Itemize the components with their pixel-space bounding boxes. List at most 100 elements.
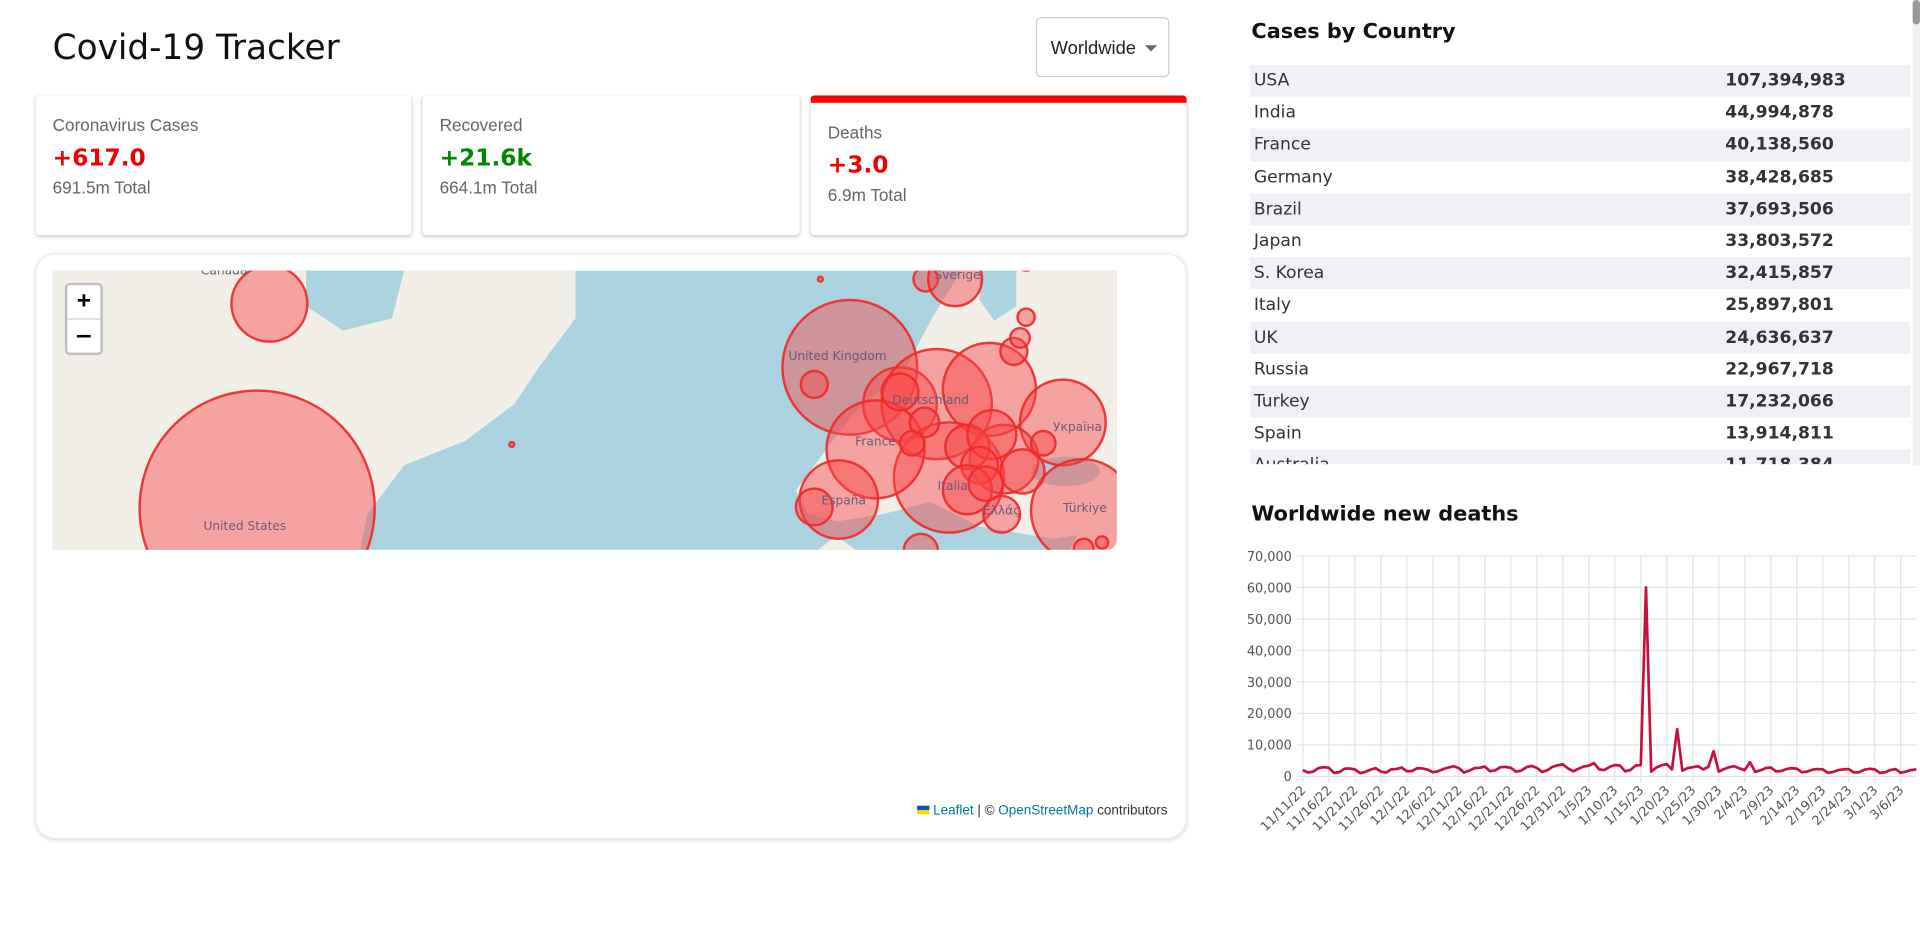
zoom-control: + − — [64, 282, 103, 356]
case-circle — [1043, 676, 1058, 691]
leaflet-link[interactable]: Leaflet — [933, 803, 974, 818]
map-label: Nigeria — [892, 710, 936, 724]
attribution: Leaflet | © OpenStreetMap contributors — [912, 802, 1170, 821]
country-name: France — [1253, 135, 1311, 155]
case-circle — [759, 691, 766, 698]
country-name: Brazil — [1253, 199, 1302, 219]
map-label: España — [821, 493, 866, 507]
country-cases: 11,718,384 — [1725, 456, 1833, 464]
attribution-suffix: contributors — [1097, 803, 1168, 818]
y-tick-label: 70,000 — [1247, 550, 1292, 565]
dropdown-arrow — [1144, 45, 1158, 52]
map-label: Tchad — [961, 670, 997, 684]
case-circle — [1093, 719, 1110, 736]
stat-title: Deaths — [827, 122, 883, 143]
case-circle — [380, 720, 444, 784]
y-tick-label: 10,000 — [1247, 739, 1292, 754]
case-circle — [1060, 767, 1070, 777]
case-circle — [1120, 471, 1152, 503]
y-tick-label: 40,000 — [1247, 644, 1292, 659]
case-circle — [819, 552, 846, 579]
stat-card[interactable]: Coronavirus Cases +617.0 691.5m Total — [35, 95, 412, 236]
stat-total: 664.1m Total — [439, 177, 538, 198]
map-label: Italia — [938, 479, 968, 493]
zoom-in[interactable]: + — [67, 285, 101, 320]
case-circle — [471, 664, 478, 671]
table-row: UK 24,636,637 — [1250, 321, 1911, 354]
map-label: Maroc — [777, 567, 814, 581]
y-tick-label: 20,000 — [1247, 707, 1292, 722]
stat-card[interactable]: Deaths +3.0 6.9m Total — [810, 95, 1187, 236]
map-label: Mali — [847, 655, 872, 669]
map[interactable]: Canada United States México Colombia United … — [52, 270, 1170, 821]
zoom-out[interactable]: − — [74, 323, 94, 349]
stat-total: 691.5m Total — [52, 177, 151, 198]
map-label: United States — [203, 519, 286, 533]
case-circle — [1151, 490, 1169, 510]
osm-link[interactable]: OpenStreetMap — [998, 803, 1094, 818]
chart-title: Worldwide new deaths — [1251, 502, 1519, 527]
case-circle — [944, 423, 991, 471]
scrollbar[interactable] — [1912, 0, 1920, 466]
map-label: Niger — [911, 655, 945, 669]
map-label: Colombia — [381, 741, 439, 755]
case-circle — [908, 406, 941, 439]
case-circle — [771, 686, 781, 696]
case-circle — [138, 389, 376, 550]
cases-table: USA 107,394,983 India 44,994,878 France 40,13… — [1250, 64, 1911, 465]
death-line — [1302, 586, 1917, 775]
case-circle — [1136, 492, 1156, 512]
case-circle — [373, 656, 385, 668]
case-circle — [816, 275, 825, 283]
stat-value: +3.0 — [827, 151, 889, 179]
case-circle — [898, 429, 926, 457]
map-label: République — [937, 747, 1006, 761]
case-circle — [1018, 378, 1107, 467]
case-circle — [1072, 537, 1095, 550]
stat-card[interactable]: Recovered +21.6k 664.1m Total — [422, 95, 800, 236]
case-circle — [1016, 307, 1036, 327]
map-label: Canada — [201, 271, 248, 278]
case-circle — [329, 705, 346, 722]
dropdown-value: Worldwide — [1050, 37, 1137, 59]
case-circle — [475, 686, 487, 698]
case-circle — [835, 666, 842, 673]
table-row: Germany 38,428,685 — [1250, 161, 1910, 193]
case-circle — [794, 487, 834, 527]
y-tick-label: 30,000 — [1247, 676, 1292, 691]
flag-icon — [917, 805, 930, 815]
case-circle — [912, 270, 940, 293]
case-circle — [174, 576, 279, 681]
app-title: Covid-19 Tracker — [52, 26, 340, 68]
case-circle — [862, 774, 867, 779]
case-circle — [355, 713, 372, 730]
case-circle — [449, 762, 591, 821]
case-circle — [457, 561, 462, 566]
stat-value: +21.6k — [439, 144, 532, 172]
case-circle — [476, 702, 488, 714]
country-name: Germany — [1253, 167, 1333, 187]
case-circle — [508, 440, 516, 449]
y-tick-label: 0 — [1284, 770, 1292, 785]
case-circle — [1136, 609, 1153, 626]
case-circle — [1008, 326, 1032, 349]
case-circle — [1094, 535, 1110, 550]
case-circle — [874, 588, 889, 603]
case-circle — [849, 725, 856, 732]
case-circle — [315, 673, 332, 690]
country-name: Japan — [1253, 231, 1302, 251]
table-row: India 44,994,878 — [1250, 97, 1910, 129]
map-label: Deutschland — [892, 393, 969, 407]
table-row: Japan 33,803,572 — [1250, 225, 1910, 257]
map-card — [35, 253, 1187, 839]
case-circle — [869, 725, 876, 732]
map-label: Ελλάς — [983, 503, 1020, 517]
case-circle — [1018, 773, 1025, 780]
case-circle — [798, 459, 880, 541]
country-name: Australia — [1254, 456, 1330, 464]
country-cases: 33,803,572 — [1725, 231, 1834, 251]
case-circle — [1095, 765, 1110, 780]
country-dropdown[interactable]: Worldwide — [1035, 17, 1170, 78]
country-name: Spain — [1253, 423, 1302, 444]
case-circle — [1029, 457, 1117, 550]
